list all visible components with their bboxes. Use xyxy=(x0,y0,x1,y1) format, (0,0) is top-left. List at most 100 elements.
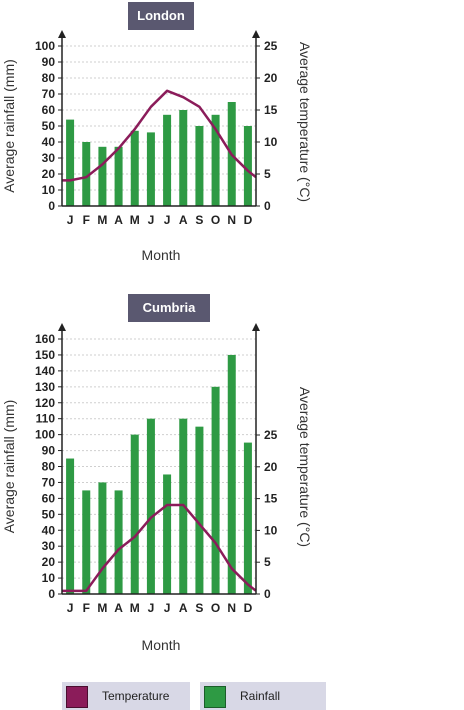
london-ytick-label: 50 xyxy=(42,119,56,133)
london-rain-bar-10 xyxy=(211,114,220,206)
london-xtick-label: M xyxy=(97,213,107,227)
london-rain-bar-3 xyxy=(98,146,107,206)
london-rain-bar-5 xyxy=(130,130,139,206)
cumbria-rain-bar-3 xyxy=(98,482,107,594)
cumbria-xtick-label: J xyxy=(164,601,171,615)
cumbria-xtick-label: D xyxy=(244,601,253,615)
cumbria-ytick-label: 10 xyxy=(42,571,56,585)
cumbria-rain-bar-7 xyxy=(163,474,172,594)
cumbria-title: Cumbria xyxy=(128,294,210,322)
cumbria-y2-axis-title: Average temperature (°C) xyxy=(297,387,313,547)
cumbria-ytick-label: 140 xyxy=(35,364,55,378)
cumbria-ytick-label: 30 xyxy=(42,539,56,553)
cumbria-y2tick-label: 10 xyxy=(264,523,278,537)
london-ytick-label: 100 xyxy=(35,39,55,53)
london-xtick-label: A xyxy=(114,213,123,227)
london-xtick-label: S xyxy=(195,213,203,227)
london-x-axis-title: Month xyxy=(142,247,181,263)
cumbria-rain-bar-12 xyxy=(243,442,252,594)
cumbria-xtick-label: A xyxy=(114,601,123,615)
london-y2tick-label: 5 xyxy=(264,167,271,181)
london-ytick-label: 10 xyxy=(42,183,56,197)
london-rain-bar-7 xyxy=(163,114,172,206)
cumbria-rain-bar-4 xyxy=(114,490,123,594)
london-rain-bar-9 xyxy=(195,126,204,206)
legend-rainfall: Rainfall xyxy=(200,682,326,710)
london-rain-bar-6 xyxy=(146,132,155,206)
london-xtick-label: F xyxy=(83,213,90,227)
london-ytick-label: 40 xyxy=(42,135,56,149)
cumbria-rain-bar-5 xyxy=(130,434,139,594)
cumbria-xtick-label: F xyxy=(83,601,90,615)
cumbria-rain-bar-2 xyxy=(82,490,91,594)
london-ytick-label: 0 xyxy=(48,199,55,213)
cumbria-ytick-label: 110 xyxy=(36,412,56,426)
cumbria-right-axis-arrow-icon xyxy=(252,323,260,331)
cumbria-xtick-label: M xyxy=(97,601,107,615)
london-y-axis-title: Average rainfall (mm) xyxy=(1,59,17,193)
temperature-swatch-icon xyxy=(66,686,88,708)
london-rain-bar-4 xyxy=(114,146,123,206)
cumbria-rain-bar-1 xyxy=(66,458,75,594)
cumbria-x-axis-title: Month xyxy=(142,637,181,653)
cumbria-ytick-label: 0 xyxy=(48,587,55,601)
cumbria-rain-bar-9 xyxy=(195,426,204,594)
london-xtick-label: J xyxy=(164,213,171,227)
london-xtick-label: J xyxy=(148,213,155,227)
london-y2tick-label: 15 xyxy=(264,103,278,117)
london-ytick-label: 80 xyxy=(42,71,56,85)
london-rain-bar-8 xyxy=(179,110,188,206)
cumbria-xtick-label: A xyxy=(179,601,188,615)
london-temperature-line xyxy=(62,89,257,182)
cumbria-ytick-label: 60 xyxy=(42,491,56,505)
london-xtick-label: J xyxy=(67,213,74,227)
london-xtick-label: M xyxy=(130,213,140,227)
cumbria-y2tick-label: 25 xyxy=(264,428,278,442)
cumbria-temperature-line xyxy=(62,503,257,593)
london-xtick-label: O xyxy=(211,213,220,227)
cumbria-ytick-label: 40 xyxy=(42,523,56,537)
london-xtick-label: A xyxy=(179,213,188,227)
london-ytick-label: 30 xyxy=(42,151,56,165)
cumbria-ytick-label: 80 xyxy=(42,460,56,474)
cumbria-ytick-label: 90 xyxy=(42,444,56,458)
cumbria-rain-bar-11 xyxy=(227,354,236,594)
cumbria-xtick-label: S xyxy=(195,601,203,615)
london-xtick-label: D xyxy=(244,213,253,227)
london-xtick-label: N xyxy=(227,213,236,227)
london-y2-axis-title: Average temperature (°C) xyxy=(297,42,313,202)
cumbria-xtick-label: J xyxy=(148,601,155,615)
cumbria-ytick-label: 160 xyxy=(35,332,55,346)
cumbria-y2tick-label: 20 xyxy=(264,460,278,474)
cumbria-ytick-label: 150 xyxy=(35,348,55,362)
cumbria-y2tick-label: 5 xyxy=(264,555,271,569)
cumbria-ytick-label: 50 xyxy=(42,507,56,521)
london-ytick-label: 70 xyxy=(42,87,56,101)
cumbria-ytick-label: 70 xyxy=(42,475,56,489)
cumbria-xtick-label: N xyxy=(227,601,236,615)
london-ytick-label: 90 xyxy=(42,55,56,69)
london-rain-bar-2 xyxy=(82,142,91,206)
london-rain-bar-1 xyxy=(66,119,75,206)
london-rain-bar-12 xyxy=(243,126,252,206)
london-title: London xyxy=(128,2,194,30)
cumbria-xtick-label: O xyxy=(211,601,220,615)
london-right-axis-arrow-icon xyxy=(252,30,260,38)
cumbria-ytick-label: 120 xyxy=(35,396,55,410)
london-y2tick-label: 25 xyxy=(264,39,278,53)
london-left-axis-arrow-icon xyxy=(58,30,66,38)
rainfall-swatch-icon xyxy=(204,686,226,708)
cumbria-left-axis-arrow-icon xyxy=(58,323,66,331)
legend-temperature-label: Temperature xyxy=(102,689,170,703)
cumbria-ytick-label: 130 xyxy=(35,380,55,394)
london-ytick-label: 20 xyxy=(42,167,56,181)
london-y2tick-label: 10 xyxy=(264,135,278,149)
london-ytick-label: 60 xyxy=(42,103,56,117)
cumbria-xtick-label: J xyxy=(67,601,74,615)
london-y2tick-label: 20 xyxy=(264,71,278,85)
cumbria-ytick-label: 100 xyxy=(35,428,55,442)
london-y2tick-label: 0 xyxy=(264,199,271,213)
cumbria-y2tick-label: 0 xyxy=(264,587,271,601)
legend-rainfall-label: Rainfall xyxy=(240,689,281,703)
